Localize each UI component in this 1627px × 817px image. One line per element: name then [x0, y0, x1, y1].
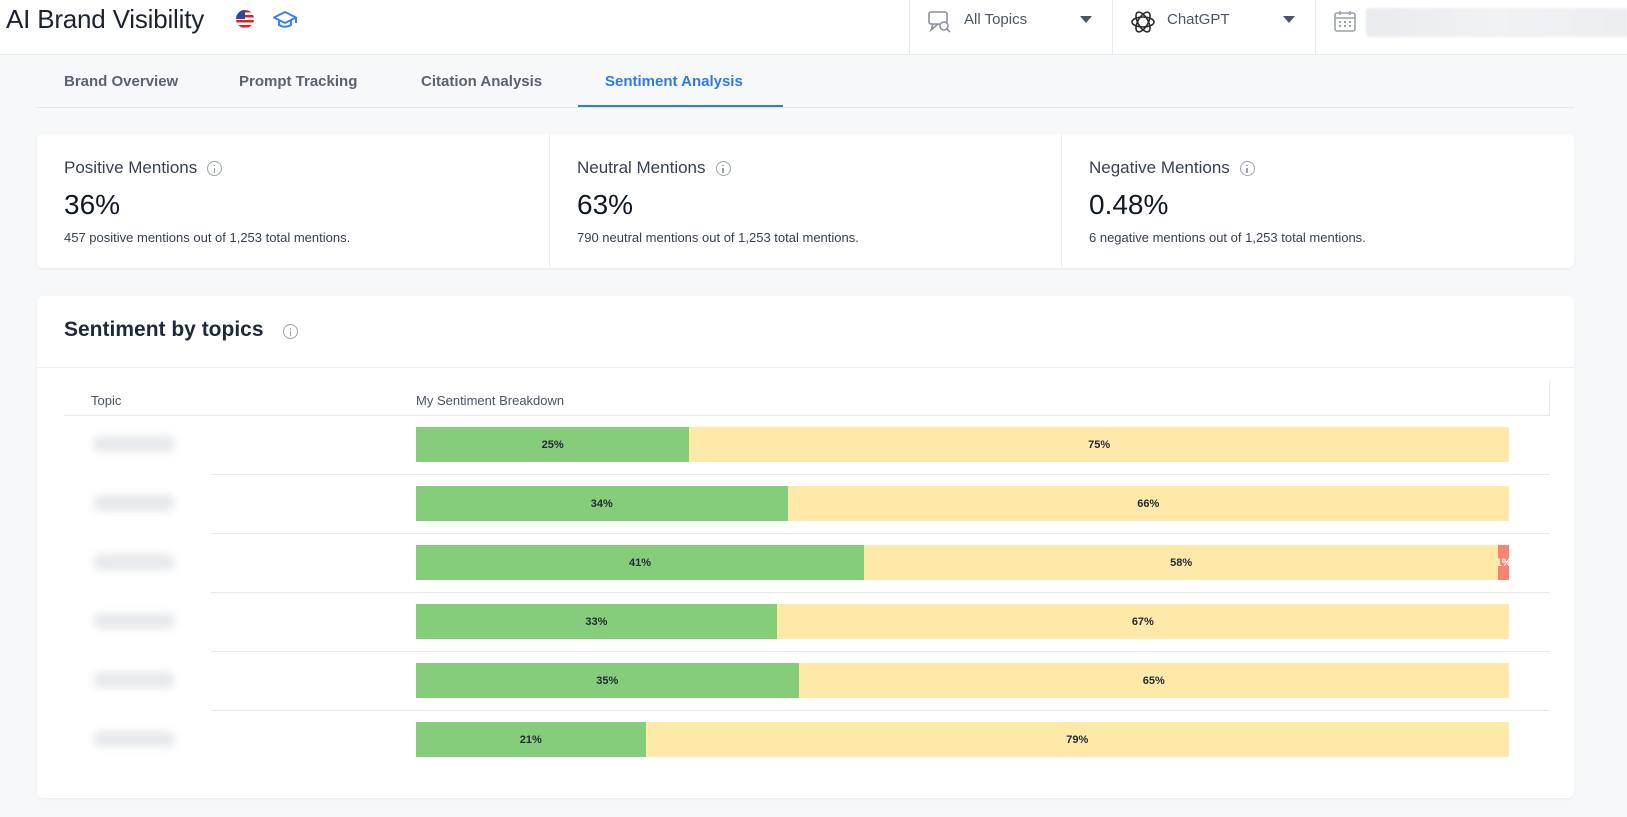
sentiment-bar: 33% 67%	[416, 604, 1509, 639]
sentiment-bar: 35% 65%	[416, 663, 1509, 698]
positive-mentions-metric: Positive Mentions 36% 457 positive menti…	[37, 134, 549, 268]
table-row: 25% 75%	[64, 416, 1550, 475]
metric-value: 63%	[577, 189, 634, 220]
info-icon[interactable]	[715, 160, 731, 176]
metric-description: 790 neutral mentions out of 1,253 total …	[577, 230, 859, 245]
us-flag-icon	[236, 10, 254, 28]
column-header-sentiment-breakdown: My Sentiment Breakdown	[416, 393, 565, 408]
tab-bar: Brand Overview Prompt Tracking Citation …	[37, 60, 1574, 108]
chatgpt-logo-icon	[1129, 8, 1157, 41]
metric-label: Neutral Mentions	[577, 158, 706, 177]
table-row: 21% 79%	[64, 711, 1550, 770]
metric-description: 457 positive mentions out of 1,253 total…	[64, 230, 351, 245]
chevron-down-icon	[1080, 16, 1092, 23]
model-filter-label: ChatGPT	[1167, 11, 1230, 28]
calendar-icon	[1332, 8, 1358, 39]
date-range-picker[interactable]	[1315, 0, 1627, 55]
active-tab-indicator	[578, 105, 783, 107]
date-range-value	[1366, 8, 1627, 37]
metric-label: Positive Mentions	[64, 158, 198, 177]
table-row: 34% 66%	[64, 475, 1550, 534]
neutral-segment[interactable]: 65%	[798, 663, 1509, 698]
neutral-mentions-metric: Neutral Mentions 63% 790 neutral mention…	[549, 134, 1061, 268]
negative-mentions-metric: Negative Mentions 0.48% 6 negative menti…	[1061, 134, 1574, 268]
tab-prompt-tracking[interactable]: Prompt Tracking	[239, 73, 358, 90]
positive-segment[interactable]: 41%	[416, 545, 865, 580]
neutral-segment[interactable]: 75%	[689, 427, 1509, 462]
column-header-topic: Topic	[91, 393, 122, 408]
sentiment-bar: 21% 79%	[416, 722, 1509, 757]
neutral-segment[interactable]: 66%	[787, 486, 1509, 521]
graduation-cap-icon[interactable]	[272, 9, 298, 36]
sentiment-by-topics-card: Sentiment by topics Topic My Sentiment B…	[37, 296, 1574, 798]
info-icon[interactable]	[1239, 160, 1255, 176]
positive-segment[interactable]: 21%	[416, 722, 646, 757]
metric-value: 0.48%	[1089, 189, 1169, 220]
page-title: AI Brand Visibility	[6, 4, 205, 34]
topic-name	[94, 495, 174, 511]
neutral-segment[interactable]: 58%	[864, 545, 1499, 580]
tab-brand-overview[interactable]: Brand Overview	[64, 73, 179, 90]
metric-label: Negative Mentions	[1089, 158, 1230, 177]
topic-name	[94, 672, 174, 688]
sentiment-bar: 34% 66%	[416, 486, 1509, 521]
neutral-segment[interactable]: 67%	[776, 604, 1509, 639]
positive-segment[interactable]: 33%	[416, 604, 777, 639]
section-title: Sentiment by topics	[64, 318, 264, 341]
sentiment-bar: 41%58%1%	[416, 545, 1509, 580]
table-row: 33% 67%	[64, 593, 1550, 652]
topic-name	[94, 613, 174, 629]
mentions-summary-card: Positive Mentions 36% 457 positive menti…	[37, 134, 1574, 268]
top-bar: AI Brand Visibility All Topics ChatGPT	[0, 0, 1627, 55]
positive-segment[interactable]: 35%	[416, 663, 799, 698]
tab-citation-analysis[interactable]: Citation Analysis	[421, 73, 543, 90]
info-icon[interactable]	[283, 324, 298, 339]
model-filter-dropdown[interactable]: ChatGPT	[1112, 0, 1315, 55]
topic-name	[94, 731, 174, 747]
info-icon[interactable]	[207, 160, 223, 176]
negative-segment[interactable]: 1%	[1498, 545, 1509, 580]
metric-value: 36%	[64, 189, 121, 220]
metric-description: 6 negative mentions out of 1,253 total m…	[1089, 230, 1366, 245]
sentiment-bar: 25% 75%	[416, 427, 1509, 462]
neutral-segment[interactable]: 79%	[645, 722, 1509, 757]
topics-filter-label: All Topics	[964, 11, 1028, 28]
prompts-icon	[926, 8, 952, 39]
topic-name	[94, 554, 174, 570]
chevron-down-icon	[1283, 16, 1295, 23]
table-row: 41%58%1%	[64, 534, 1550, 593]
tab-sentiment-analysis[interactable]: Sentiment Analysis	[605, 73, 743, 90]
topics-filter-dropdown[interactable]: All Topics	[909, 0, 1112, 55]
positive-segment[interactable]: 25%	[416, 427, 690, 462]
topic-name	[94, 436, 174, 452]
table-row: 35% 65%	[64, 652, 1550, 711]
positive-segment[interactable]: 34%	[416, 486, 788, 521]
